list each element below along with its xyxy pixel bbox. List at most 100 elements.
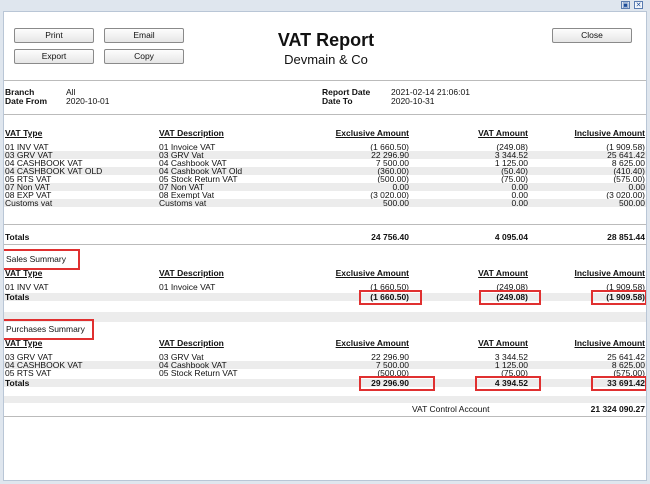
- col-vat-type: VAT Type: [5, 128, 43, 138]
- divider: [4, 224, 646, 225]
- totals-label: Totals: [5, 232, 30, 242]
- cell-excl: 22 296.90: [371, 150, 409, 160]
- report-window: Print Email Export Copy Close VAT Report…: [3, 11, 647, 481]
- cell-type: Customs vat: [5, 198, 53, 208]
- cell-excl: (360.00): [377, 166, 409, 176]
- cell-desc: 01 Invoice VAT: [159, 142, 216, 152]
- cell-incl: 8 625.00: [611, 360, 645, 370]
- export-button[interactable]: Export: [14, 49, 94, 64]
- cell-excl: (500.00): [377, 368, 409, 378]
- totals-row: Totals (1 660.50) (249.08) (1 909.58): [4, 292, 646, 302]
- cell-excl: 0.00: [392, 182, 409, 192]
- col-vat-type: VAT Type: [5, 338, 43, 348]
- cell-excl: 7 500.00: [375, 360, 409, 370]
- highlight-box: [475, 376, 541, 391]
- table-row: 01 INV VAT 01 Invoice VAT (1 660.50) (249.0…: [4, 282, 646, 292]
- cell-excl: (500.00): [377, 174, 409, 184]
- total-excl: 24 756.40: [371, 232, 409, 242]
- cell-vat: 0.00: [511, 190, 528, 200]
- total-incl: 28 851.44: [607, 232, 645, 242]
- report-title: VAT Report: [277, 30, 375, 50]
- table-row: 04 CASHBOOK VAT 04 Cashbook VAT 7 500.00 1 …: [4, 158, 646, 168]
- totals-row: Totals 29 296.90 4 394.52 33 691.42: [4, 378, 646, 388]
- cell-incl: 500.00: [619, 198, 645, 208]
- cell-incl: (3 020.00): [606, 190, 645, 200]
- cell-excl: (1 660.50): [370, 142, 409, 152]
- branch-label: Branch: [5, 87, 35, 97]
- cell-type: 01 INV VAT: [5, 282, 49, 292]
- cell-type: 01 INV VAT: [5, 142, 49, 152]
- cell-vat: (75.00): [501, 174, 528, 184]
- divider: [4, 244, 646, 245]
- vat-control-account-value: 21 324 090.27: [590, 404, 645, 414]
- window-titlebar: ▣ ✕: [0, 0, 650, 10]
- cell-desc: Customs vat: [159, 198, 207, 208]
- totals-label: Totals: [5, 292, 30, 302]
- cell-vat: (249.08): [496, 142, 528, 152]
- cell-vat: 3 344.52: [494, 352, 528, 362]
- col-exclusive-amount: Exclusive Amount: [335, 268, 409, 278]
- cell-vat: (249.08): [496, 282, 528, 292]
- section-spacer: [4, 312, 646, 322]
- cell-excl: (3 020.00): [370, 190, 409, 200]
- col-inclusive-amount: Inclusive Amount: [574, 338, 645, 348]
- copy-button[interactable]: Copy: [104, 49, 184, 64]
- restore-icon[interactable]: ▣: [621, 1, 630, 9]
- cell-incl: (410.40): [613, 166, 645, 176]
- cell-type: 07 Non VAT: [5, 182, 51, 192]
- totals-row: Totals 24 756.40 4 095.04 28 851.44: [4, 232, 646, 242]
- print-button[interactable]: Print: [14, 28, 94, 43]
- cell-desc: 05 Stock Return VAT: [159, 368, 238, 378]
- cell-incl: 25 641.42: [607, 352, 645, 362]
- company-name: Devmain & Co: [284, 52, 368, 67]
- col-inclusive-amount: Inclusive Amount: [574, 268, 645, 278]
- close-button[interactable]: Close: [552, 28, 632, 43]
- cell-incl: (575.00): [613, 368, 645, 378]
- table-row: 05 RTS VAT 05 Stock Return VAT (500.00) (75…: [4, 368, 646, 378]
- cell-type: 04 CASHBOOK VAT: [5, 360, 83, 370]
- vat-control-account-label: VAT Control Account: [412, 404, 490, 414]
- email-button[interactable]: Email: [104, 28, 184, 43]
- cell-vat: 1 125.00: [494, 158, 528, 168]
- cell-excl: 7 500.00: [375, 158, 409, 168]
- cell-vat: 0.00: [511, 182, 528, 192]
- table-row: 07 Non VAT 07 Non VAT 0.00 0.00 0.00: [4, 182, 646, 192]
- table-row: 05 RTS VAT 05 Stock Return VAT (500.00) (75…: [4, 174, 646, 184]
- col-exclusive-amount: Exclusive Amount: [335, 128, 409, 138]
- cell-incl: 8 625.00: [611, 158, 645, 168]
- total-vat: (249.08): [496, 292, 528, 302]
- cell-desc: 08 Exempt Vat: [159, 190, 215, 200]
- total-vat: 4 394.52: [494, 378, 528, 388]
- sales-summary-title: Sales Summary: [6, 254, 66, 264]
- close-icon[interactable]: ✕: [634, 1, 643, 9]
- total-vat: 4 095.04: [494, 232, 528, 242]
- report-date-label: Report Date: [322, 87, 371, 97]
- totals-label: Totals: [5, 378, 30, 388]
- cell-excl: (1 660.50): [370, 282, 409, 292]
- total-incl: (1 909.58): [606, 292, 645, 302]
- highlight-box: [479, 290, 541, 305]
- col-vat-type: VAT Type: [5, 268, 43, 278]
- highlight-box: [4, 249, 80, 270]
- table-row: 04 CASHBOOK VAT OLD 04 Cashbook VAT Old (3…: [4, 166, 646, 176]
- section-spacer: [4, 396, 646, 403]
- cell-desc: 07 Non VAT: [159, 182, 205, 192]
- col-inclusive-amount: Inclusive Amount: [574, 128, 645, 138]
- divider: [4, 114, 646, 115]
- col-vat-amount: VAT Amount: [478, 128, 528, 138]
- cell-vat: 1 125.00: [494, 360, 528, 370]
- branch-value: All: [66, 87, 76, 97]
- highlight-box: [591, 376, 646, 391]
- cell-desc: 05 Stock Return VAT: [159, 174, 238, 184]
- table-row: 08 EXP VAT 08 Exempt Vat (3 020.00) 0.00 (3 …: [4, 190, 646, 200]
- table-row: 03 GRV VAT 03 GRV Vat 22 296.90 3 344.52 25 …: [4, 150, 646, 160]
- cell-desc: 01 Invoice VAT: [159, 282, 216, 292]
- cell-type: 05 RTS VAT: [5, 174, 52, 184]
- table-header: VAT Type VAT Description Exclusive Amoun…: [4, 338, 646, 348]
- date-to-value: 2020-10-31: [391, 96, 435, 106]
- cell-type: 03 GRV VAT: [5, 150, 53, 160]
- cell-type: 05 RTS VAT: [5, 368, 52, 378]
- cell-vat: 3 344.52: [494, 150, 528, 160]
- col-vat-description: VAT Description: [159, 338, 224, 348]
- report-date-value: 2021-02-14 21:06:01: [391, 87, 470, 97]
